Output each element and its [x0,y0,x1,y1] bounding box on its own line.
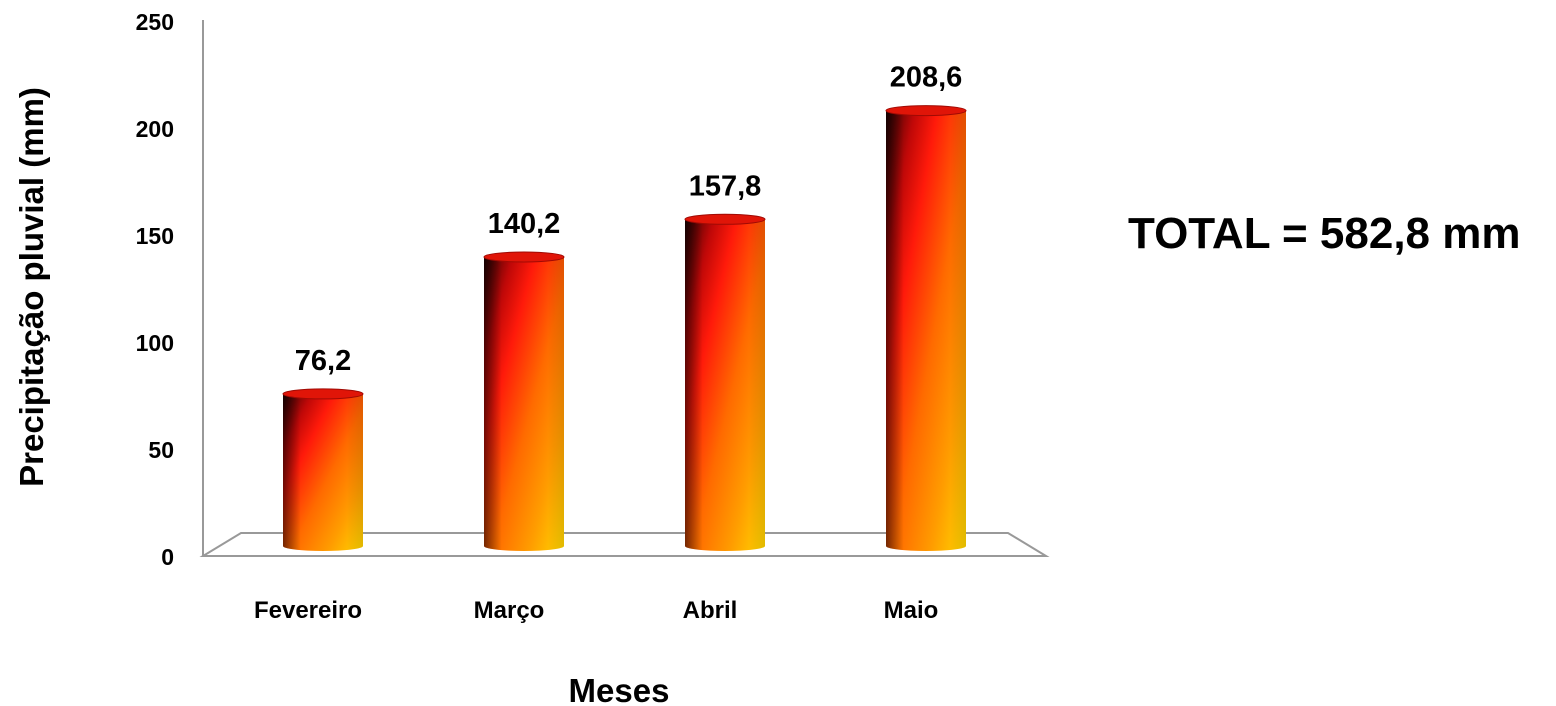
category-labels: Fevereiro Março Abril Maio [254,597,938,624]
x-tick-label: Março [474,597,545,624]
axes [199,20,1050,557]
y-tick-label: 150 [136,223,174,249]
y-tick-label: 0 [161,544,174,570]
data-label: 76,2 [295,345,351,377]
total-annotation: TOTAL = 582,8 mm [1128,209,1521,258]
x-axis-title: Meses [569,672,670,706]
data-label: 140,2 [488,208,561,240]
bar-maio [885,105,967,551]
y-tick-label: 250 [136,9,174,35]
y-tick-label: 200 [136,116,174,142]
bar-fevereiro [282,388,364,551]
bar-shading [685,219,765,552]
bar-top-cap [282,388,364,400]
y-axis-title: Precipitação pluvial (mm) [13,87,50,487]
y-ticks: 0 50 100 150 200 250 [136,9,174,570]
bar-top-cap [483,251,565,263]
bar-março [483,251,565,551]
x-tick-label: Maio [884,597,939,624]
bar-top-cap [885,105,967,117]
bars: 76,2 140,2 157,8 208,6 [282,62,967,552]
data-label: 157,8 [689,170,762,202]
data-label: 208,6 [890,62,963,94]
y-tick-label: 100 [136,330,174,356]
chart-floor [199,532,1050,557]
bar-abril [684,213,766,552]
bar-shading [484,256,564,551]
bar-top-cap [684,213,766,225]
x-tick-label: Fevereiro [254,597,362,624]
y-tick-label: 50 [148,437,174,463]
x-tick-label: Abril [683,597,738,624]
bar-shading [886,110,966,551]
bar-shading [283,393,363,551]
